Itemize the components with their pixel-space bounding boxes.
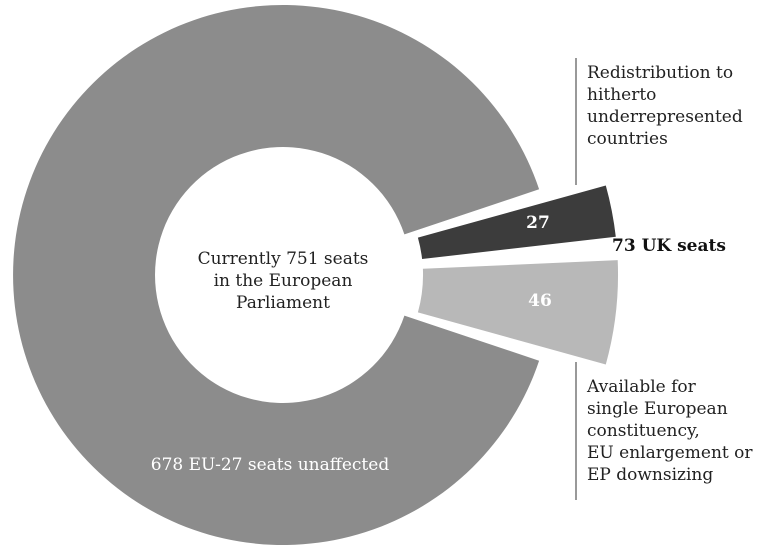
slice-eu27-unaffected <box>13 5 540 546</box>
redistribution-note: Redistribution to hitherto underrepresen… <box>587 63 743 149</box>
slice-available <box>417 260 619 365</box>
available-value-label: 46 <box>528 291 552 311</box>
redistribution-value-label: 27 <box>526 213 550 233</box>
slice-redistribution <box>417 185 616 259</box>
available-note: Available for single European constituen… <box>587 377 753 485</box>
eu27-slice-label: 678 EU-27 seats unaffected <box>151 455 390 475</box>
uk-seats-label: 73 UK seats <box>612 236 726 256</box>
center-label: Currently 751 seats in the European Parl… <box>197 249 369 313</box>
